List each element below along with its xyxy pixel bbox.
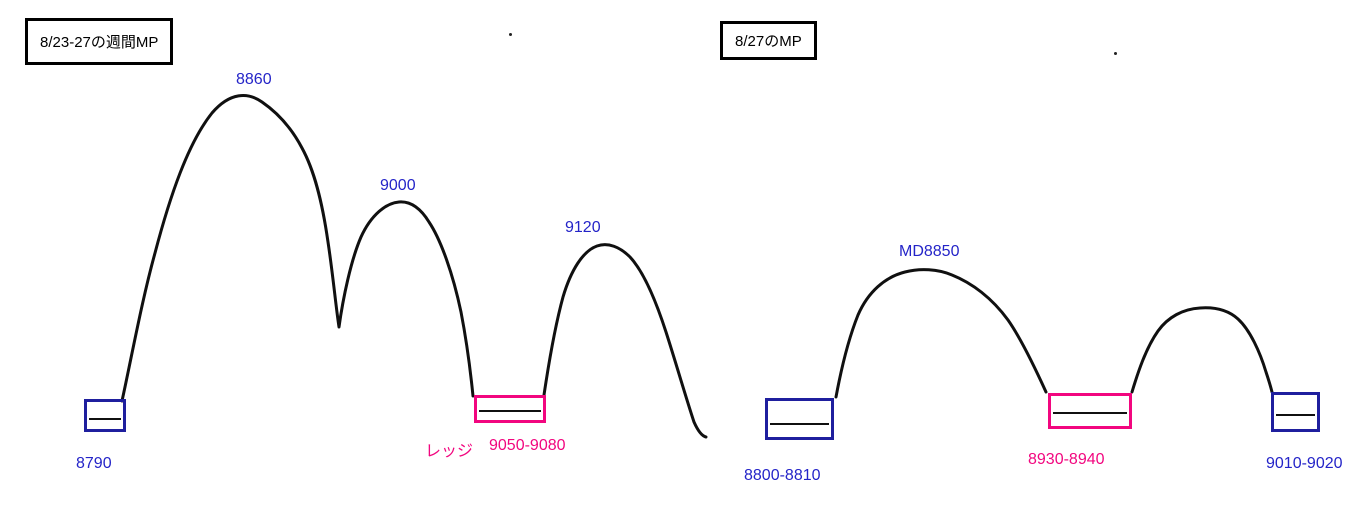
weekly-mp-curve-main [120, 94, 475, 403]
weekly-ledge-range-label: 9050-9080 [489, 437, 566, 454]
stray-mark [509, 33, 512, 36]
daily-mp-title: 8/27のMP [735, 33, 802, 50]
weekly-mp-title-box: 8/23-27の週間MP [25, 18, 174, 65]
daily-right-range-label: 9010-9020 [1266, 455, 1343, 472]
box-midline [1276, 414, 1315, 416]
daily-mid-box [1048, 393, 1132, 429]
weekly-mp-curve-right-hump [542, 243, 708, 439]
daily-mid-range-label: 8930-8940 [1028, 451, 1105, 468]
weekly-ledge-prefix-label: レッジ [425, 443, 474, 460]
box-midline [479, 410, 541, 412]
daily-right-box [1271, 392, 1320, 432]
daily-mp-curve-left-hump [834, 268, 1048, 399]
weekly-mp-title: 8/23-27の週間MP [40, 34, 159, 51]
daily-left-range-label: 8800-8810 [744, 467, 821, 484]
stray-mark [1114, 52, 1117, 55]
weekly-ledge-box [474, 395, 546, 423]
box-midline [770, 423, 829, 425]
daily-peak-label: MD8850 [899, 243, 960, 260]
box-midline [1053, 412, 1127, 414]
box-midline [89, 418, 121, 420]
weekly-peak1-label: 8860 [236, 71, 272, 88]
daily-mp-title-box: 8/27のMP [720, 21, 817, 60]
weekly-base-label: 8790 [76, 455, 112, 472]
daily-mp-curve-right-hump [1130, 306, 1274, 394]
daily-left-box [765, 398, 834, 440]
weekly-base-box [84, 399, 126, 432]
weekly-peak3-label: 9120 [565, 219, 601, 236]
weekly-peak2-label: 9000 [380, 177, 416, 194]
